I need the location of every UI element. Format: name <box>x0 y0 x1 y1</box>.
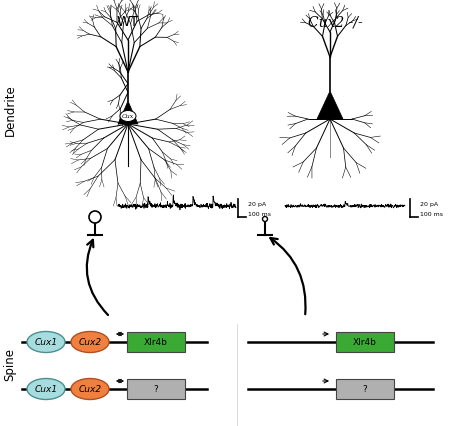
Polygon shape <box>118 102 138 125</box>
Text: Cux1: Cux1 <box>35 338 57 347</box>
Text: ?: ? <box>154 385 158 394</box>
Polygon shape <box>317 92 343 120</box>
Circle shape <box>263 217 267 222</box>
FancyBboxPatch shape <box>336 332 394 352</box>
Text: 20 pA: 20 pA <box>248 201 266 207</box>
Text: Dendrite: Dendrite <box>3 84 17 135</box>
Text: WT: WT <box>117 15 139 29</box>
Ellipse shape <box>27 379 65 400</box>
Text: Xlr4b: Xlr4b <box>144 338 168 347</box>
Text: 100 ms: 100 ms <box>420 211 443 216</box>
Text: Cux2: Cux2 <box>78 385 101 394</box>
Circle shape <box>89 211 101 224</box>
FancyBboxPatch shape <box>127 332 185 352</box>
Text: 100 ms: 100 ms <box>248 211 271 216</box>
Text: Xlr4b: Xlr4b <box>353 338 377 347</box>
Ellipse shape <box>71 332 109 353</box>
FancyBboxPatch shape <box>127 379 185 399</box>
Text: Cux1: Cux1 <box>35 385 57 394</box>
Text: 20 pA: 20 pA <box>420 201 438 207</box>
Text: Spine: Spine <box>3 348 17 380</box>
Text: Cux2: Cux2 <box>78 338 101 347</box>
Text: ?: ? <box>363 385 367 394</box>
Text: Cux: Cux <box>122 114 134 119</box>
Text: Cux2 -/-: Cux2 -/- <box>308 15 363 29</box>
FancyBboxPatch shape <box>336 379 394 399</box>
Ellipse shape <box>27 332 65 353</box>
Ellipse shape <box>71 379 109 400</box>
Ellipse shape <box>120 111 136 122</box>
